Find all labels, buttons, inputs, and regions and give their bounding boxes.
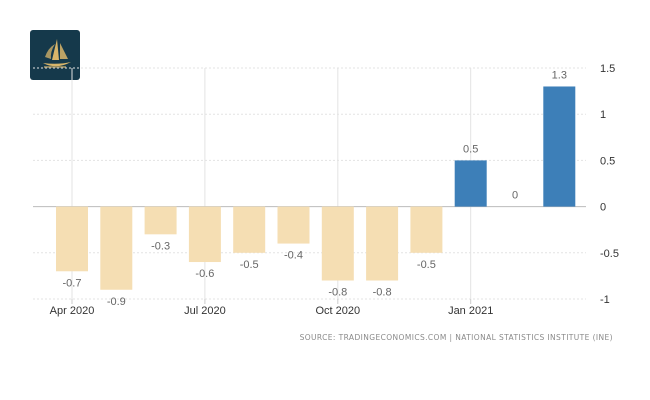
bars: [56, 86, 576, 290]
data-labels: -0.7 -0.9 -0.3 -0.6 -0.5 -0.4 -0.8 -0.8 -0.5 0.5 0…: [63, 69, 567, 307]
bar: [366, 206, 399, 281]
data-label: -0.8: [373, 287, 392, 299]
bar: [454, 160, 487, 207]
bar: [410, 206, 443, 253]
x-tick-label: Jan 2021: [448, 305, 493, 317]
bar: [100, 206, 133, 290]
bar: [321, 206, 354, 281]
x-tick-label: Jul 2020: [184, 305, 226, 317]
y-tick-label: 1: [600, 109, 606, 121]
data-label: -0.4: [284, 250, 303, 262]
y-tick-label: 0.5: [600, 155, 615, 167]
x-tick-label: Oct 2020: [315, 305, 360, 317]
data-label: -0.5: [417, 259, 436, 271]
y-tick-label: 0: [600, 202, 606, 214]
data-label: -0.7: [63, 277, 82, 289]
y-tick-label: 1.5: [600, 63, 615, 75]
data-label: -0.6: [195, 268, 214, 280]
data-label: -0.5: [240, 259, 259, 271]
bar: [56, 206, 88, 272]
x-axis: Apr 2020 Jul 2020 Oct 2020 Jan 2021: [50, 299, 493, 317]
bar: [233, 206, 266, 253]
data-label: -0.9: [107, 296, 126, 308]
y-tick-label: -0.5: [600, 248, 619, 260]
y-axis: 1.5 1 0.5 0 -0.5 -1: [600, 63, 619, 306]
y-tick-label: -1: [600, 294, 610, 306]
bar: [188, 206, 221, 263]
source-note: SOURCE: TRADINGECONOMICS.COM | NATIONAL …: [299, 333, 613, 342]
data-label: -0.3: [151, 240, 170, 252]
data-label: 0: [512, 190, 518, 202]
bar: [144, 206, 177, 235]
x-tick-label: Apr 2020: [50, 305, 95, 317]
data-label: 1.3: [552, 69, 567, 81]
sailboat-icon: [43, 39, 71, 68]
data-label: 0.5: [463, 143, 478, 155]
bar: [277, 206, 310, 244]
bar: [543, 86, 576, 207]
data-label: -0.8: [328, 287, 347, 299]
logo-badge: [30, 30, 80, 80]
